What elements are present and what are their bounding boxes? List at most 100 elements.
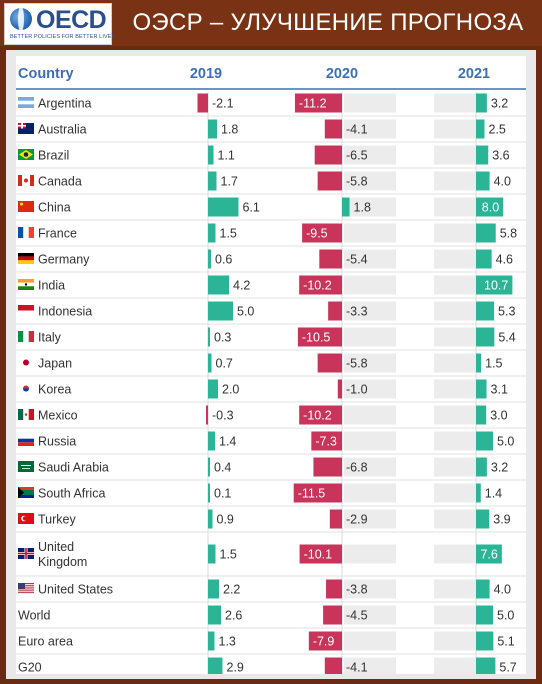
- bar-2019: [208, 223, 216, 243]
- value-label-2019: 1.5: [220, 548, 237, 562]
- flag-part: [18, 586, 34, 588]
- table-row-germany: Germany 0.6 -5.4 4.6: [16, 249, 526, 273]
- bar-2020: [317, 171, 342, 191]
- table-row-japan: Japan 0.7 -5.8 1.5: [16, 353, 526, 377]
- bar-track: [434, 327, 476, 347]
- bar-2020: [299, 544, 342, 564]
- value-label-2019: -0.3: [212, 409, 234, 423]
- table-row-france: France 1.5 -9.5 5.8: [16, 223, 526, 247]
- flag-france-icon: [18, 227, 34, 238]
- bar-track: [344, 119, 396, 139]
- bar-2021: [476, 544, 502, 564]
- value-label-2020: -3.3: [346, 305, 368, 319]
- table-row-russia: Russia 1.4 -7.3 5.0: [16, 431, 526, 455]
- bar-2021: [476, 275, 513, 295]
- bar-2021: [476, 119, 485, 139]
- value-label-2019: -2.1: [212, 97, 234, 111]
- flag-part: [18, 253, 34, 257]
- globe-icon: [10, 6, 32, 32]
- flag-mexico-icon: [18, 409, 34, 420]
- table-row-india: India 4.2 -10.2 10.7: [16, 275, 526, 299]
- value-label-2019: 1.8: [221, 123, 238, 137]
- bar-track: [434, 301, 476, 321]
- value-label-2019: 2.0: [222, 383, 239, 397]
- bar-2019: [208, 145, 214, 165]
- bar-track: [344, 657, 396, 674]
- bar-2019: [206, 405, 208, 425]
- value-label-2019: 0.9: [217, 513, 234, 527]
- bar-2020: [337, 379, 342, 399]
- value-label-2019: 2.6: [225, 609, 242, 623]
- value-label-2021: 10.7: [484, 279, 508, 293]
- value-label-2021: 3.2: [491, 461, 508, 475]
- bar-track: [344, 301, 396, 321]
- bar-2020: [324, 657, 342, 674]
- column-header-2019: 2019: [190, 66, 222, 82]
- bar-track: [434, 631, 476, 651]
- flag-india-icon: [18, 279, 34, 290]
- bar-2020: [293, 483, 342, 503]
- bar-track: [344, 631, 396, 651]
- value-label-2021: 4.0: [494, 175, 511, 189]
- country-label: United: [38, 540, 74, 554]
- flag-south-africa-icon: [18, 487, 34, 498]
- page-title: ОЭСР – УЛУЧШЕНИЕ ПРОГНОЗА: [132, 9, 524, 36]
- value-label-2021: 5.7: [499, 661, 516, 675]
- flag-part: [18, 438, 34, 443]
- bar-2021: [476, 197, 504, 217]
- country-label: Mexico: [38, 409, 78, 423]
- bar-2020: [314, 145, 342, 165]
- bar-2021: [476, 509, 490, 529]
- flag-japan-icon: [18, 357, 34, 368]
- bar-track: [434, 483, 476, 503]
- bar-track: [344, 249, 396, 269]
- bar-2019: [208, 544, 216, 564]
- bar-track: [434, 509, 476, 529]
- value-label-2019: 0.7: [216, 357, 233, 371]
- value-label-2020: -4.5: [346, 609, 368, 623]
- bar-2020: [308, 631, 342, 651]
- bar-2021: [476, 405, 487, 425]
- value-label-2020: -10.1: [304, 548, 333, 562]
- bar-2019: [208, 579, 219, 599]
- value-label-2020: -4.1: [346, 661, 368, 675]
- bar-track: [434, 405, 476, 425]
- value-label-2019: 1.7: [221, 175, 238, 189]
- bar-2021: [476, 171, 490, 191]
- bar-track: [434, 431, 476, 451]
- table-row-united-states: United States 2.2 -3.8 4.0: [16, 579, 526, 603]
- table-row-world: World 2.6 -4.5 5.0: [16, 605, 526, 629]
- flag-brazil-icon: [18, 149, 34, 160]
- country-label: Australia: [38, 123, 87, 137]
- flag-part: [18, 583, 34, 584]
- bar-2020: [329, 509, 342, 529]
- table-row-south-africa: South Africa 0.1 -11.5 1.4: [16, 483, 526, 507]
- bar-2020: [313, 457, 342, 477]
- value-label-2021: 4.0: [494, 583, 511, 597]
- bar-2021: [476, 223, 496, 243]
- chart-panel: Country 2019 2020 2021 Argentina -2.1 -11.2 3.2…: [16, 56, 526, 674]
- country-label: Canada: [38, 175, 82, 189]
- bar-2021: [476, 379, 487, 399]
- bar-track: [344, 405, 396, 425]
- bar-track: [434, 657, 476, 674]
- bar-2021: [476, 301, 495, 321]
- value-label-2019: 2.2: [223, 583, 240, 597]
- country-label: G20: [18, 661, 42, 675]
- value-label-2019: 1.3: [219, 635, 236, 649]
- bar-2019: [208, 431, 215, 451]
- bar-2019: [197, 93, 208, 113]
- flag-part: [23, 388, 29, 392]
- flag-part: [20, 202, 23, 206]
- value-label-2021: 4.6: [496, 253, 513, 267]
- country-label: Saudi Arabia: [38, 461, 109, 475]
- flag-part: [22, 468, 30, 469]
- bar-2020: [342, 197, 350, 217]
- bar-2021: [476, 431, 493, 451]
- table-row-china: China 6.1 1.8 8.0: [16, 197, 526, 221]
- bar-2021: [476, 145, 489, 165]
- value-label-2020: -11.2: [299, 97, 327, 111]
- table-row-argentina: Argentina -2.1 -11.2 3.2: [16, 93, 526, 117]
- flag-korea-icon: [18, 383, 34, 394]
- value-label-2020: -5.4: [346, 253, 368, 267]
